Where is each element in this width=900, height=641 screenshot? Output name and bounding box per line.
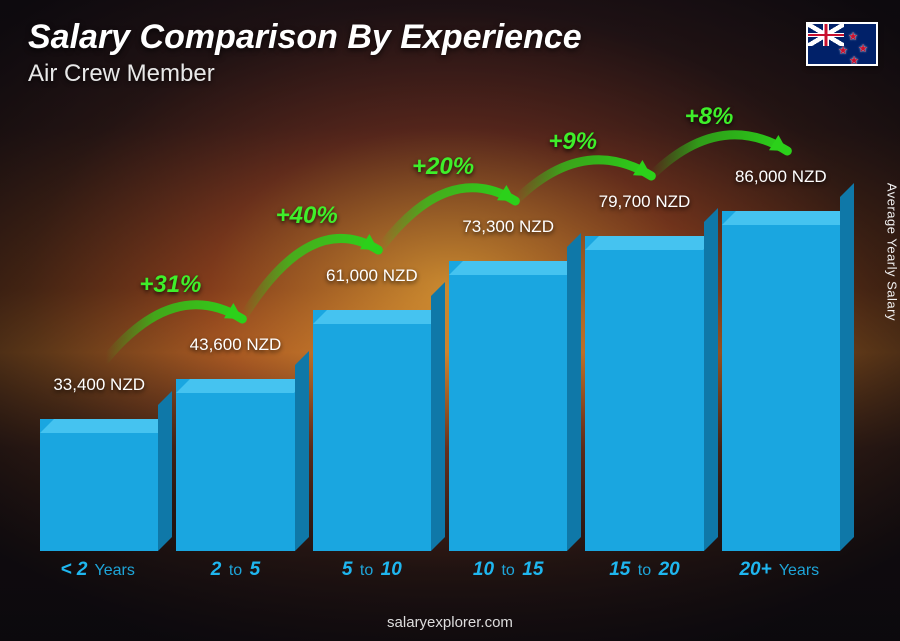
- x-axis-label: < 2 Years: [40, 551, 158, 591]
- bar-value-label: 61,000 NZD: [289, 266, 455, 286]
- bar: 86,000 NZD: [722, 211, 840, 551]
- bar-side-face: [567, 233, 581, 551]
- bar-slot: 79,700 NZD: [585, 100, 703, 551]
- bar: 73,300 NZD: [449, 261, 567, 551]
- bar-top-face: [585, 236, 717, 250]
- infographic-canvas: Salary Comparison By Experience Air Crew…: [0, 0, 900, 641]
- bar-slot: 33,400 NZD: [40, 100, 158, 551]
- bar-value-label: 73,300 NZD: [425, 217, 591, 237]
- x-axis-labels: < 2 Years 2 to 5 5 to 10 10 to 15 15 to 20 20…: [30, 551, 850, 591]
- bar: 33,400 NZD: [40, 419, 158, 551]
- bar-value-label: 86,000 NZD: [698, 167, 864, 187]
- growth-percent-label: +9%: [548, 128, 597, 156]
- bar: 43,600 NZD: [176, 379, 294, 551]
- growth-percent-label: +31%: [139, 271, 201, 299]
- x-axis-label: 2 to 5: [176, 551, 294, 591]
- x-axis-label: 5 to 10: [313, 551, 431, 591]
- country-flag-icon: ★ ★ ★ ★: [806, 22, 878, 66]
- source-footer: salaryexplorer.com: [0, 614, 900, 631]
- bar-top-face: [722, 211, 854, 225]
- growth-percent-label: +40%: [276, 202, 338, 230]
- bar-top-face: [313, 310, 445, 324]
- growth-percent-label: +20%: [412, 153, 474, 181]
- y-axis-label: Average Yearly Salary: [885, 182, 900, 320]
- bar: 79,700 NZD: [585, 236, 703, 551]
- bar-side-face: [295, 351, 309, 551]
- bar-value-label: 43,600 NZD: [153, 335, 319, 355]
- bar-slot: 43,600 NZD: [176, 100, 294, 551]
- x-axis-label: 20+ Years: [722, 551, 840, 591]
- x-axis-label: 10 to 15: [449, 551, 567, 591]
- bar-top-face: [176, 379, 308, 393]
- growth-percent-label: +8%: [685, 103, 734, 131]
- bar-side-face: [158, 391, 172, 551]
- bar-slot: 86,000 NZD: [722, 100, 840, 551]
- bar-side-face: [840, 183, 854, 551]
- bar-top-face: [40, 419, 172, 433]
- bar-top-face: [449, 261, 581, 275]
- x-axis-label: 15 to 20: [585, 551, 703, 591]
- bar-value-label: 33,400 NZD: [16, 375, 182, 395]
- chart-subtitle: Air Crew Member: [28, 60, 215, 88]
- bar-side-face: [431, 282, 445, 551]
- bar-chart: 33,400 NZD43,600 NZD61,000 NZD73,300 NZD…: [30, 100, 850, 591]
- bar: 61,000 NZD: [313, 310, 431, 551]
- bar-side-face: [704, 208, 718, 551]
- chart-title: Salary Comparison By Experience: [28, 18, 582, 57]
- bar-value-label: 79,700 NZD: [562, 192, 728, 212]
